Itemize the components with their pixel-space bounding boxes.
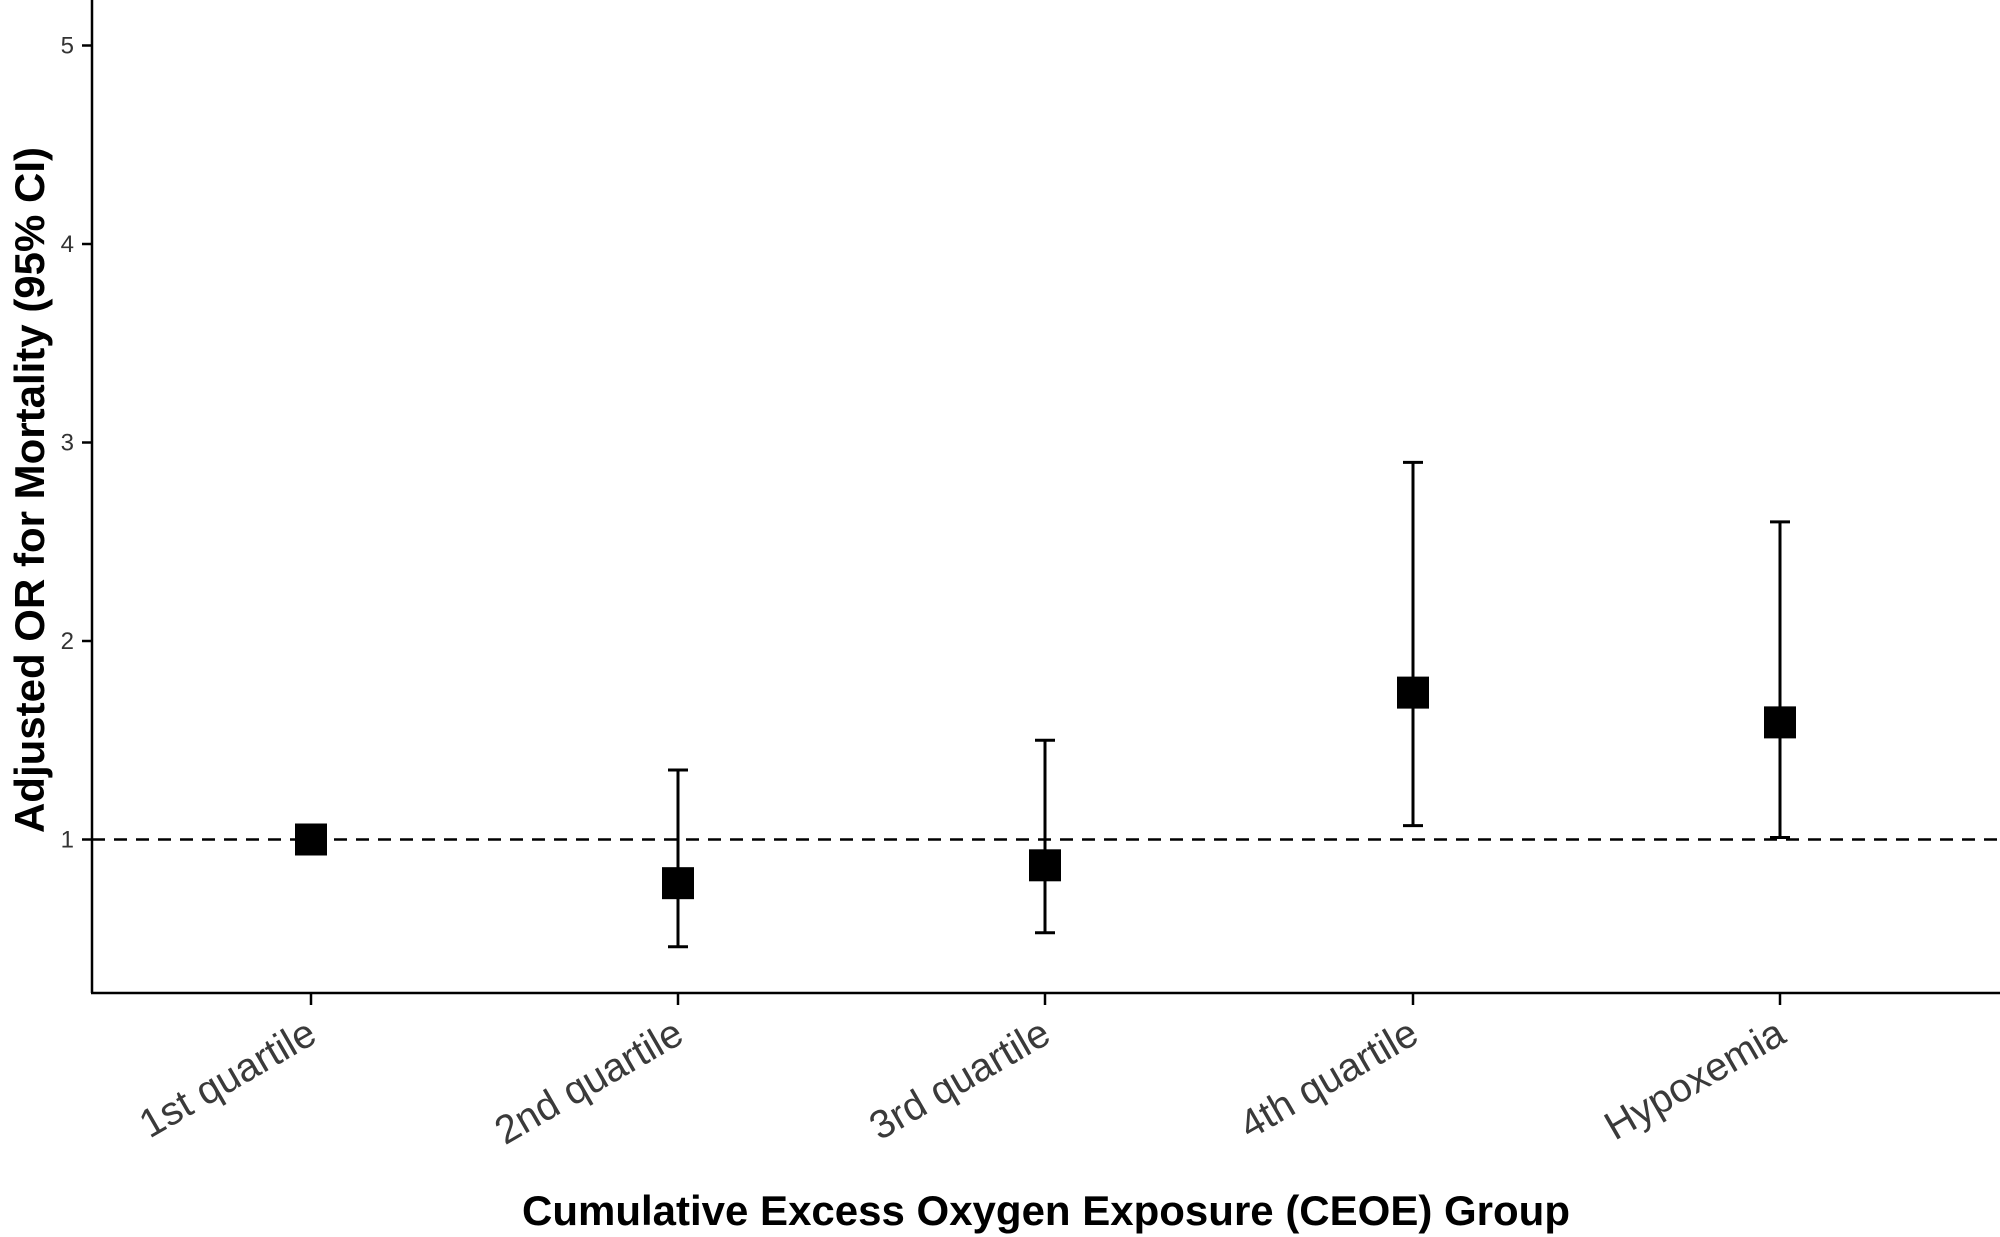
x-tick-label: 3rd quartile [862,1011,1057,1149]
x-tick-label: 1st quartile [132,1011,323,1147]
error-bars [668,460,1790,949]
data-points [295,676,1796,900]
y-axis-ticks: 1 2 3 4 5 [61,33,92,854]
x-tick-label: 4th quartile [1232,1011,1425,1148]
x-axis-ticks: 1st quartile 2nd quartile 3rd quartile 4th … [132,993,1793,1153]
y-axis-title: Adjusted OR for Mortality (95% CI) [6,147,53,833]
x-tick-label: Hypoxemia [1597,1010,1793,1149]
x-tick-label: 2nd quartile [487,1011,690,1154]
y-tick-label: 1 [61,827,74,854]
data-point [1029,849,1061,882]
data-point [1764,706,1796,739]
y-tick-label: 5 [61,33,74,60]
y-tick-label: 3 [61,430,74,457]
y-tick-label: 4 [61,231,74,258]
data-point [295,823,327,856]
data-point [662,867,694,900]
x-axis-title: Cumulative Excess Oxygen Exposure (CEOE)… [522,1187,1570,1234]
data-point [1397,676,1429,709]
y-tick-label: 2 [61,628,74,655]
